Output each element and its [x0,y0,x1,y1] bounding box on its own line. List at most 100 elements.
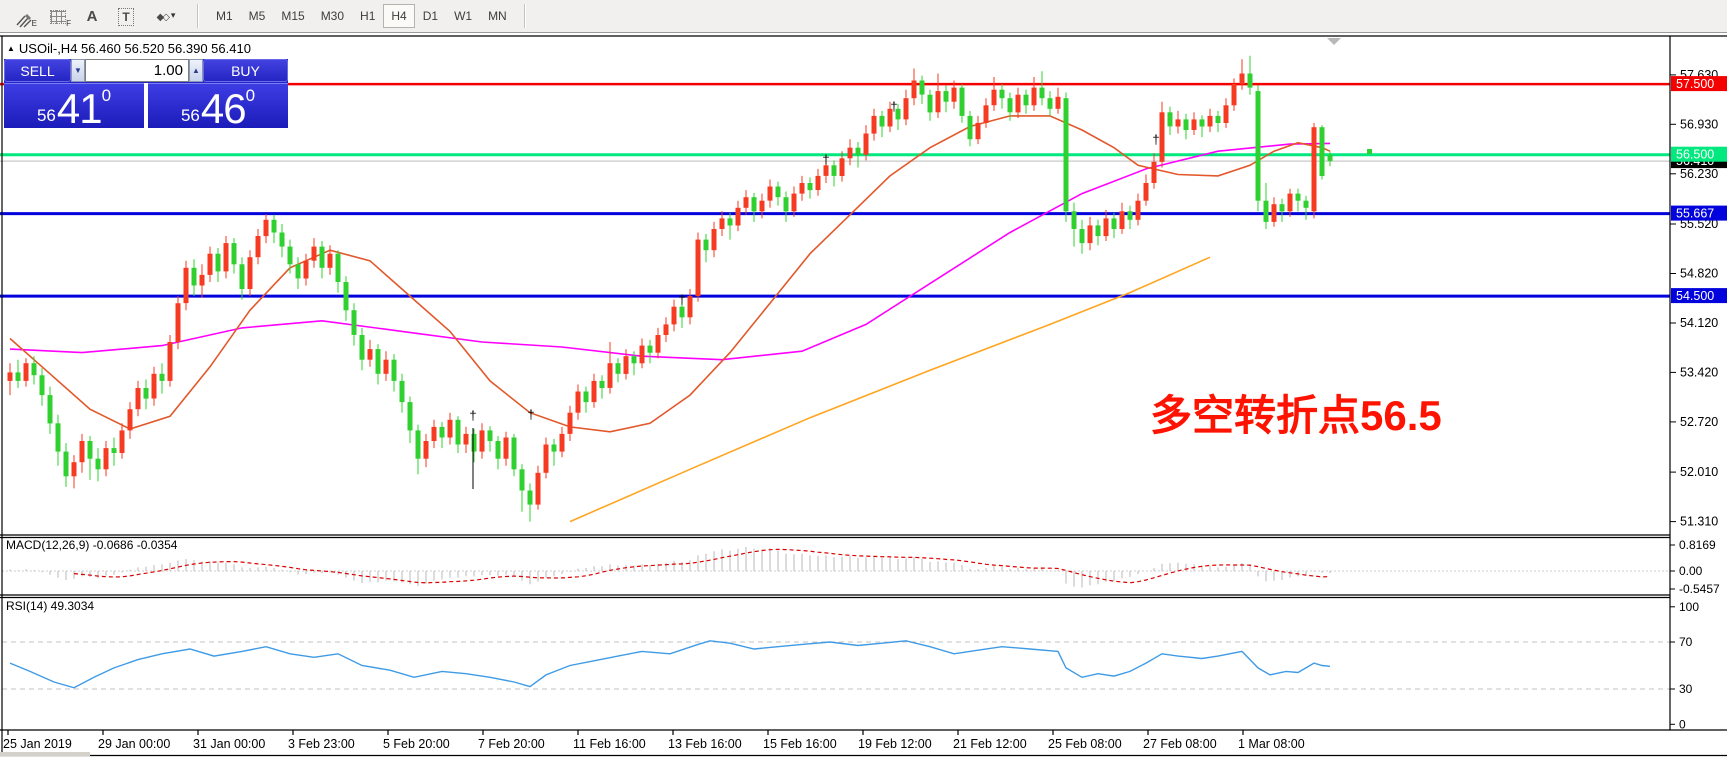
price-badge-55.667: 55.667 [1671,205,1727,221]
rsi-label: RSI(14) 49.3034 [6,599,94,613]
svg-text:13 Feb 16:00: 13 Feb 16:00 [668,737,742,751]
svg-text:0.00: 0.00 [1679,564,1703,578]
buy-price-pip: 0 [245,86,256,105]
svg-text:51.310: 51.310 [1680,515,1718,529]
text-box-glyph: T [118,8,134,26]
svg-text:55.667: 55.667 [1676,207,1714,221]
last-tick-marker [1367,149,1372,154]
dagger-marker: † [1152,132,1159,147]
line-studies-glyph [16,14,32,28]
svg-text:27 Feb 08:00: 27 Feb 08:00 [1143,737,1217,751]
svg-text:52.720: 52.720 [1680,415,1718,429]
dagger-marker: † [890,99,897,114]
time-axis[interactable]: 25 Jan 2019 29 Jan 00:00 31 Jan 00:00 3 Feb… [3,730,1305,751]
timeframe-button-H4[interactable]: H4 [383,4,415,28]
buy-price-prefix: 56 [180,106,200,125]
svg-text:53.420: 53.420 [1680,365,1718,379]
svg-text:54.500: 54.500 [1676,289,1714,303]
ma-fast-orangered [9,115,1331,433]
svg-text:25 Jan 2019: 25 Jan 2019 [3,737,72,751]
rsi-line [9,640,1331,689]
collapse-arrow-icon[interactable]: ▲ [7,44,15,53]
svg-text:7 Feb 20:00: 7 Feb 20:00 [478,737,545,751]
chevron-down-icon: ▾ [170,10,176,20]
timeframe-button-M15[interactable]: M15 [273,4,312,28]
scroll-to-end-icon[interactable] [1327,38,1341,45]
svg-text:31 Jan 00:00: 31 Jan 00:00 [193,737,265,751]
volume-up-button[interactable]: ▲ [189,59,203,82]
main-toolbar: E F A T ◆◇ ▾ M1 M5 M15 M30 H1 H4 D1 W1 MN [0,0,1727,33]
buy-price-tile[interactable]: 56 46 0 [148,83,288,128]
svg-text:56.500: 56.500 [1676,148,1714,162]
chart-symbol-header: ▲ USOil-,H4 56.460 56.520 56.390 56.410 [7,41,251,56]
svg-text:52.010: 52.010 [1680,465,1718,479]
shapes-glyph: ◆◇ [156,12,170,23]
timeframe-button-MN[interactable]: MN [480,4,515,28]
timeframe-button-W1[interactable]: W1 [446,4,480,28]
sell-price-tile[interactable]: 56 41 0 [4,83,144,128]
macd-label: MACD(12,26,9) -0.0686 -0.0354 [6,538,178,552]
svg-text:57.500: 57.500 [1676,77,1714,91]
price-badge-56.500: 56.500 [1671,146,1727,162]
dagger-marker: † [527,407,534,422]
ma-slow-orange [569,256,1211,523]
dagger-marker: † [469,408,476,423]
timeframe-button-M1[interactable]: M1 [208,4,241,28]
macd-histogram [9,547,1331,588]
sell-price-pip: 0 [101,86,112,105]
grid-sub: F [66,19,71,28]
line-studies-sub: E [31,19,37,28]
svg-text:0: 0 [1679,717,1686,731]
macd-signal-line [73,548,1331,584]
svg-text:56.930: 56.930 [1680,117,1718,131]
volume-input[interactable] [85,59,189,82]
toolbar-separator-2 [523,4,526,28]
sell-button[interactable]: SELL [4,59,71,82]
sell-price-prefix: 56 [36,106,56,125]
volume-down-button[interactable]: ▼ [71,59,85,82]
text-box-icon[interactable]: T [110,2,142,30]
symbol-ohlc-text: USOil-,H4 56.460 56.520 56.390 56.410 [18,41,251,56]
svg-text:0.8169: 0.8169 [1679,538,1716,552]
shapes-icon[interactable]: ◆◇ ▾ [144,2,188,30]
svg-text:30: 30 [1679,682,1693,696]
timeframe-button-D1[interactable]: D1 [415,4,446,28]
svg-text:19 Feb 12:00: 19 Feb 12:00 [858,737,932,751]
timeframe-button-H1[interactable]: H1 [352,4,383,28]
svg-text:54.820: 54.820 [1680,267,1718,281]
buy-price-main: 46 [200,85,247,129]
sell-price-main: 41 [56,85,103,129]
price-axis[interactable]: 57.63056.93056.23055.52054.82054.12053.4… [1670,68,1727,731]
svg-text:21 Feb 12:00: 21 Feb 12:00 [953,737,1027,751]
svg-text:70: 70 [1679,635,1693,649]
one-click-trading-panel: SELL ▼ ▲ BUY 56 41 0 56 46 0 [4,59,288,128]
trade-controls-row: SELL ▼ ▲ BUY [4,59,288,82]
timeframe-button-M30[interactable]: M30 [313,4,352,28]
price-badge-54.500: 54.500 [1671,288,1727,304]
grid-icon[interactable]: F [42,2,74,30]
svg-text:29 Jan 00:00: 29 Jan 00:00 [98,737,170,751]
text-label-icon[interactable]: A [76,2,108,30]
chart-text-annotation[interactable]: 多空转折点56.5 [1150,392,1442,439]
buy-button[interactable]: BUY [203,59,288,82]
dagger-marker: † [678,292,685,307]
svg-text:1 Mar 08:00: 1 Mar 08:00 [1238,737,1305,751]
text-label-glyph: A [86,8,98,25]
svg-text:5 Feb 20:00: 5 Feb 20:00 [383,737,450,751]
candle-bodies [7,73,1333,505]
grid-glyph [50,10,66,24]
svg-text:11 Feb 16:00: 11 Feb 16:00 [573,737,646,751]
line-studies-icon[interactable]: E [8,2,40,30]
timeframe-group: M1 M5 M15 M30 H1 H4 D1 W1 MN [208,4,515,28]
timeframe-button-M5[interactable]: M5 [241,4,274,28]
price-badge-57.500: 57.500 [1671,76,1727,92]
ma-medium-magenta [9,142,1331,361]
svg-text:100: 100 [1679,600,1699,614]
svg-text:15 Feb 16:00: 15 Feb 16:00 [763,737,837,751]
svg-text:3 Feb 23:00: 3 Feb 23:00 [288,737,355,751]
svg-text:25 Feb 08:00: 25 Feb 08:00 [1048,737,1122,751]
svg-text:-0.5457: -0.5457 [1679,582,1720,596]
trade-prices-row: 56 41 0 56 46 0 [4,83,288,128]
